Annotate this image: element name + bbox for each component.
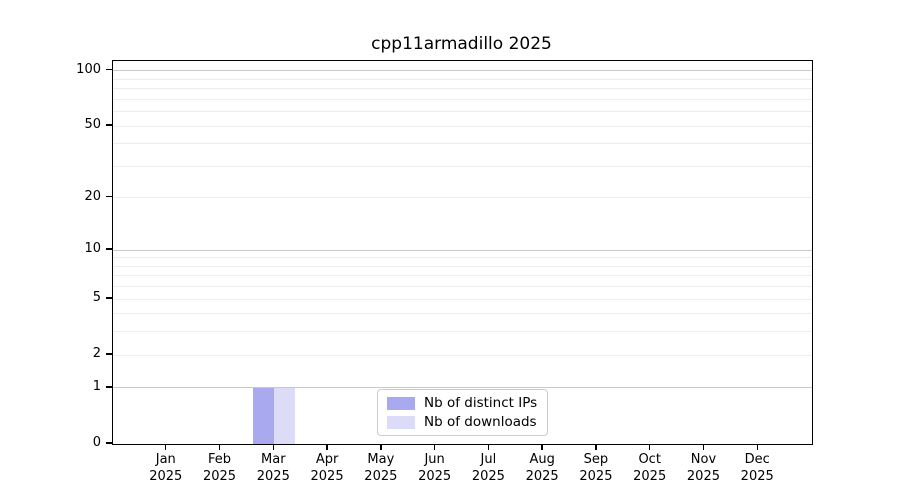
x-tick-mark [326,444,328,451]
legend-label-distinct-ips: Nb of distinct IPs [424,395,538,411]
x-tick-month: Dec [744,452,770,467]
x-tick-month: Oct [638,452,661,467]
y-tick-label: 1 [92,378,101,394]
x-tick-label: Nov 2025 [675,451,731,485]
x-tick-mark [756,444,758,451]
legend-label-downloads: Nb of downloads [424,414,537,430]
x-tick-year: 2025 [525,469,559,484]
y-tick-label: 5 [92,290,101,306]
x-tick-year: 2025 [740,469,774,484]
bar-mar-series1 [274,387,296,444]
x-tick-month: Jul [480,452,497,467]
x-tick-month: Aug [529,452,555,467]
x-tick-year: 2025 [579,469,613,484]
legend-entry-downloads: Nb of downloads [387,414,537,430]
y-tick-mark [106,124,112,126]
legend-swatch-downloads [387,415,415,429]
x-tick-year: 2025 [686,469,720,484]
x-tick-mark [595,444,597,451]
y-tick-mark [106,442,112,444]
x-tick-mark [272,444,274,451]
y-tick-mark [106,386,112,388]
minor-gridline [113,331,812,333]
y-tick-label: 20 [84,188,101,204]
minor-gridline [113,313,812,315]
x-tick-month: Mar [261,452,286,467]
plot-area [112,60,813,445]
minor-gridline [113,111,812,113]
minor-gridline [113,78,812,80]
x-tick-mark [487,444,490,451]
y-tick-label: 2 [92,346,101,362]
x-tick-year: 2025 [471,469,505,484]
x-tick-year: 2025 [418,469,452,484]
x-tick-year: 2025 [364,469,398,484]
x-tick-label: Jun 2025 [407,451,463,485]
y-tick-mark [106,248,112,250]
chart-title: cpp11armadillo 2025 [371,34,552,54]
x-tick-month: Apr [315,452,339,467]
minor-gridline [113,165,812,167]
x-tick-label: May 2025 [353,451,409,485]
x-tick-month: Sep [583,452,609,467]
x-tick-month: May [367,452,395,467]
x-tick-mark [702,444,705,451]
minor-gridline [113,197,812,199]
x-tick-mark [433,444,436,451]
major-gridline [113,387,812,389]
y-tick-label: 10 [84,241,101,257]
major-gridline [113,70,812,72]
x-tick-month: Nov [690,452,717,467]
x-tick-label: Apr 2025 [299,451,355,485]
x-tick-label: Feb 2025 [192,451,248,485]
x-tick-year: 2025 [256,469,290,484]
x-tick-label: Jul 2025 [460,451,516,485]
x-tick-year: 2025 [310,469,344,484]
minor-gridline [113,354,812,356]
x-tick-month: Jun [424,452,445,467]
x-tick-mark [165,444,167,451]
x-tick-year: 2025 [149,469,183,484]
x-tick-label: Oct 2025 [622,451,678,485]
minor-gridline [113,265,812,267]
x-tick-label: Mar 2025 [245,451,301,485]
bar-mar-series0 [253,387,275,444]
legend-entry-distinct-ips: Nb of distinct IPs [387,395,537,411]
minor-gridline [113,298,812,300]
y-tick-label: 50 [84,117,101,133]
minor-gridline [113,275,812,277]
y-tick-mark [106,297,112,299]
y-tick-mark [106,196,112,198]
y-tick-mark [106,69,112,71]
x-tick-label: Jan 2025 [138,451,194,485]
minor-gridline [113,143,812,145]
minor-gridline [113,286,812,288]
legend: Nb of distinct IPs Nb of downloads [377,389,549,436]
x-tick-year: 2025 [202,469,237,484]
x-tick-label: Dec 2025 [729,451,785,485]
x-tick-label: Aug 2025 [514,451,570,485]
x-tick-month: Feb [208,452,232,467]
x-tick-label: Sep 2025 [568,451,624,485]
y-tick-label: 100 [76,61,101,77]
y-tick-label: 0 [92,435,101,450]
minor-gridline [113,257,812,259]
x-tick-month: Jan [155,452,176,467]
minor-gridline [113,88,812,90]
legend-swatch-distinct-ips [387,396,415,410]
y-tick-mark [106,353,112,355]
x-tick-year: 2025 [633,469,667,484]
x-tick-mark [380,444,382,451]
minor-gridline [113,125,812,127]
major-gridline [113,249,812,251]
minor-gridline [113,98,812,100]
x-tick-mark [648,444,651,451]
x-tick-mark [541,444,543,451]
x-tick-mark [218,444,221,451]
